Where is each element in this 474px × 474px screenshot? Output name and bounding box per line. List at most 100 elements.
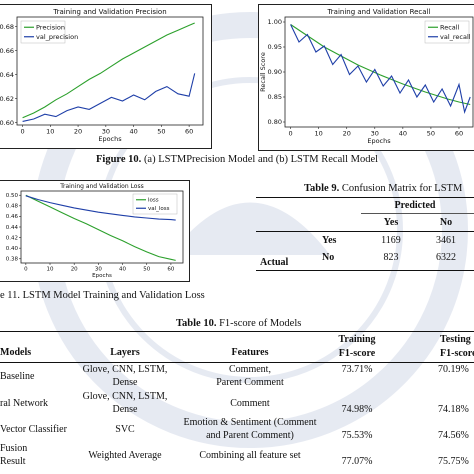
series-line-loss: [25, 194, 176, 261]
legend-box: [424, 20, 470, 44]
x-tick-label: 50: [143, 267, 150, 273]
y-tick-label: 0.46: [6, 214, 19, 220]
x-tick-label: 0: [20, 128, 24, 136]
row-training-f1: 73.71%: [341, 364, 373, 375]
table-9-caption: Table 9. Confusion Matrix for LSTM: [304, 183, 462, 194]
legend-label: Precision: [36, 23, 65, 31]
y-tick-label: 0.95: [268, 43, 282, 51]
x-tick-label: 50: [427, 130, 435, 138]
row-model-name: Fusion: [0, 443, 28, 454]
legend-label: Recall: [440, 23, 460, 31]
y-tick-label: 0.50: [6, 193, 19, 199]
loss-chart-panel: Training and Validation Loss 0 10 20 30 40 50 6…: [0, 180, 190, 282]
f1-score-table: Models Layers Features Training F1-score…: [0, 331, 474, 474]
precision-chart-panel: Training and Validation Precision 0 10 20 30…: [0, 4, 212, 149]
confusion-matrix-table: Predicted Yes No Yes 1169 3461 Actual No…: [256, 197, 474, 271]
row-layers: Weighted Average: [88, 450, 162, 461]
figure-10-text: (a) LSTMPrecision Model and (b) LSTM Rec…: [143, 154, 379, 165]
legend-box: [132, 193, 178, 215]
header-testing-1: Testing: [440, 334, 471, 345]
y-tick-label: 0.60: [0, 119, 14, 127]
row-training-f1: 74.98%: [341, 404, 373, 415]
x-tick-label: 50: [157, 128, 165, 136]
x-tick-label: 0: [289, 130, 293, 138]
series-line-val-precision: [22, 73, 196, 122]
x-tick-label: 30: [102, 128, 110, 136]
header-training-2: F1-score: [338, 348, 376, 359]
y-tick-label: 0.38: [6, 257, 19, 263]
series-line-Recall: [290, 24, 471, 106]
x-axis-label: Epochs: [92, 273, 112, 279]
figure-11-caption: e 11. LSTM Model Training and Validation…: [0, 290, 205, 301]
row-layers: Glove, CNN, LSTM,: [82, 391, 168, 402]
y-tick-label: 0.44: [6, 225, 19, 231]
y-tick-label: 0.90: [268, 68, 282, 76]
figure-10-label: Figure 10.: [96, 154, 142, 165]
x-tick-label: 20: [74, 128, 82, 136]
legend-label: loss: [148, 198, 159, 204]
table-10-text: F1-score of Models: [219, 318, 302, 329]
legend-label: val_precision: [36, 33, 78, 41]
row-features: Combining all feature set: [199, 450, 301, 461]
row-model-name: ral Network: [0, 398, 49, 409]
chart-title: Training and Validation Precision: [52, 8, 166, 16]
y-tick-label: 0.62: [0, 95, 14, 103]
row-training-f1: 75.53%: [341, 430, 373, 441]
x-tick-label: 40: [129, 128, 137, 136]
y-tick-label: 0.40: [6, 246, 19, 252]
row-model-name: Baseline: [0, 371, 35, 382]
y-tick-label: 0.80: [268, 118, 282, 126]
figure-10-caption: Figure 10. (a) LSTMPrecision Model and (…: [96, 154, 378, 165]
row-layers: SVC: [115, 424, 135, 435]
chart-title: Training and Validation Recall: [327, 8, 431, 16]
header-testing-2: F1-score: [440, 348, 474, 359]
x-axis-label: Epochs: [98, 135, 122, 143]
header-features: Features: [231, 347, 269, 358]
row-header-yes: Yes: [322, 235, 337, 246]
table-10-label: Table 10.: [176, 318, 217, 329]
x-tick-label: 30: [95, 267, 102, 273]
recall-chart-panel: Training and Validation Recall 0 10 20 30 40 5…: [258, 4, 474, 151]
y-axis-label: Recall Score: [259, 52, 267, 92]
loss-chart: Training and Validation Loss 0 10 20 30 40 50 6…: [6, 183, 184, 279]
row-features: Emotion & Sentiment (Comment: [183, 417, 317, 428]
row-features: and Parent Comment): [206, 430, 294, 441]
x-axis-label: Epochs: [367, 137, 391, 145]
row-model-name: Vector Classifier: [0, 424, 67, 435]
actual-label: Actual: [260, 257, 289, 268]
cell-no-yes: 823: [383, 252, 399, 263]
y-tick-label: 0.66: [0, 47, 14, 55]
x-tick-label: 60: [167, 267, 174, 273]
table-9-label: Table 9.: [304, 183, 340, 194]
x-tick-label: 60: [455, 130, 463, 138]
y-tick-label: 0.64: [0, 71, 14, 79]
series-line-val-loss: [25, 195, 176, 221]
x-tick-label: 20: [71, 267, 78, 273]
row-layers: Dense: [112, 377, 138, 388]
x-tick-label: 10: [315, 130, 323, 138]
y-tick-label: 0.85: [268, 93, 282, 101]
row-testing-f1: 70.19%: [438, 364, 469, 375]
cell-yes-no: 3461: [436, 235, 456, 246]
col-header-yes: Yes: [383, 217, 399, 228]
y-tick-label: 0.48: [6, 204, 19, 210]
row-layers: Dense: [112, 404, 138, 415]
row-testing-f1: 75.75%: [438, 456, 469, 467]
precision-chart: Training and Validation Precision 0 10 20 30…: [0, 8, 204, 143]
cell-no-no: 6322: [436, 252, 456, 263]
row-model-name: Result: [0, 456, 26, 467]
row-training-f1: 77.07%: [341, 456, 373, 467]
x-tick-label: 0: [24, 267, 28, 273]
x-tick-label: 40: [119, 267, 126, 273]
x-tick-label: 10: [47, 267, 54, 273]
x-tick-label: 40: [399, 130, 407, 138]
series-line-val-recall: [290, 24, 471, 114]
cell-yes-yes: 1169: [381, 235, 401, 246]
row-features: Parent Comment: [216, 377, 284, 388]
x-tick-label: 30: [371, 130, 379, 138]
legend-label: val_recall: [440, 33, 471, 41]
col-header-no: No: [439, 217, 453, 228]
header-layers: Layers: [110, 347, 140, 358]
y-tick-label: 1.00: [268, 18, 282, 26]
row-features: Comment: [230, 398, 270, 409]
